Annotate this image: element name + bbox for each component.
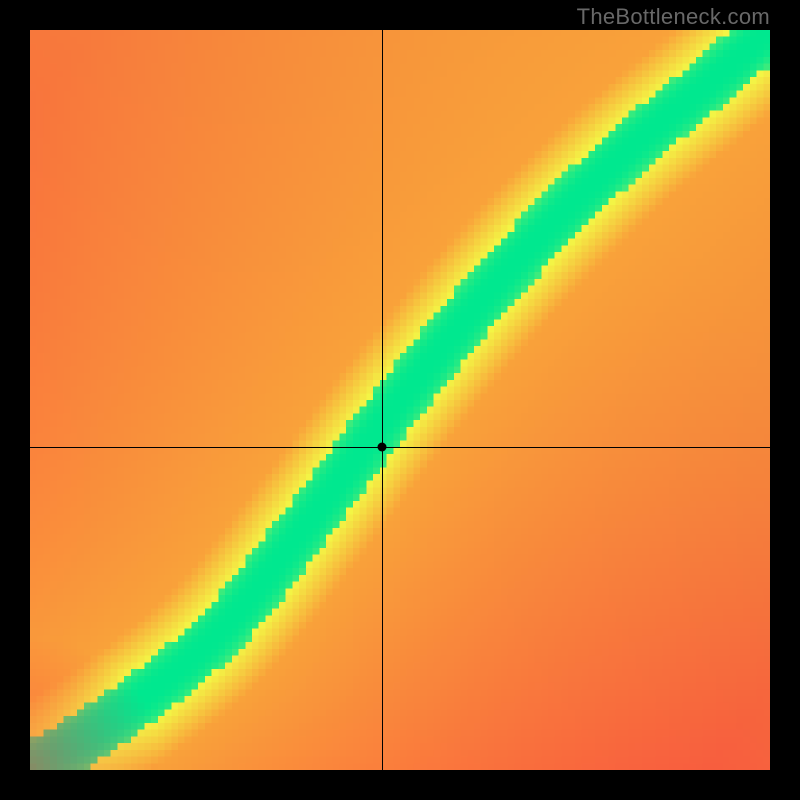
heatmap-canvas (30, 30, 770, 770)
crosshair-vertical (382, 30, 383, 770)
plot-area (30, 30, 770, 770)
crosshair-horizontal (30, 447, 770, 448)
watermark-text: TheBottleneck.com (577, 4, 770, 30)
chart-frame: TheBottleneck.com (0, 0, 800, 800)
crosshair-marker (377, 442, 386, 451)
